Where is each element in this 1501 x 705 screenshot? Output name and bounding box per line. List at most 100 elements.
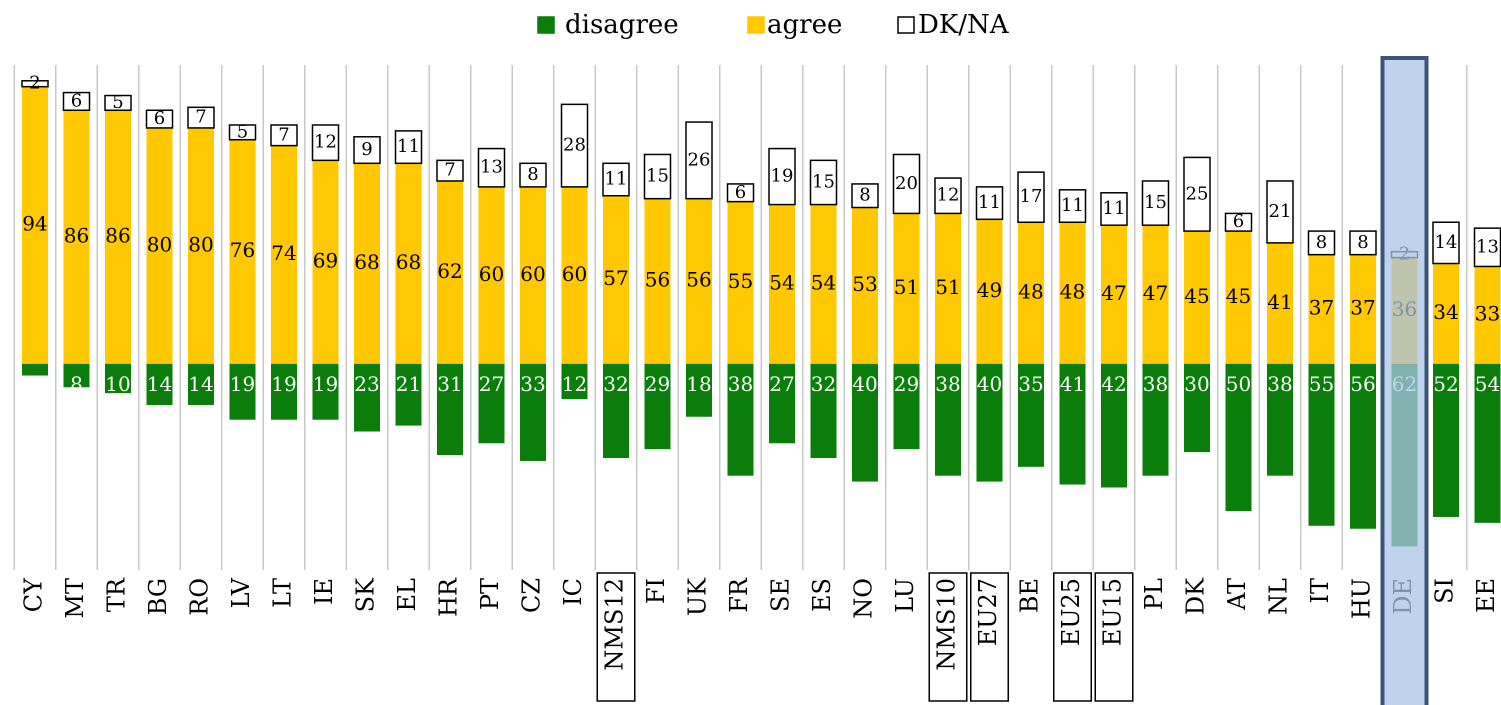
bar-segment	[1308, 254, 1335, 364]
value-label: 21	[396, 372, 421, 396]
value-label: 56	[686, 268, 711, 292]
value-label: 47	[1143, 281, 1168, 305]
bar-segment	[892, 153, 921, 215]
value-label: 7	[444, 160, 455, 181]
value-label: 50	[1226, 372, 1251, 396]
value-label: 42	[1101, 372, 1126, 396]
bar-segment	[62, 91, 91, 112]
bar-segment	[188, 363, 214, 405]
value-label: 8	[70, 372, 83, 396]
value-label: 37	[1309, 296, 1334, 320]
bar-segment	[22, 86, 48, 364]
value-label: 6	[1233, 211, 1244, 232]
value-label: 45	[1184, 284, 1209, 308]
bar-segment	[1018, 222, 1044, 364]
bar-segment	[726, 183, 755, 203]
x-tick-label: IC	[559, 578, 587, 606]
bar-segment	[602, 162, 630, 197]
x-tick-label: AT	[1223, 578, 1251, 611]
value-label: 76	[230, 238, 255, 262]
value-label: 54	[769, 271, 794, 295]
value-label: 32	[811, 372, 836, 396]
x-tick-label: LU	[891, 578, 919, 613]
x-tick-label: NMS10	[933, 578, 961, 671]
bar-segment	[1224, 212, 1253, 232]
bar-segment	[353, 136, 381, 165]
x-tick-label: PL	[1140, 578, 1168, 610]
bar-segment	[851, 183, 879, 209]
value-label: 86	[105, 223, 130, 247]
x-tick-label: HU	[1348, 578, 1376, 619]
bar-segment	[146, 363, 173, 405]
bar-segment	[852, 207, 878, 364]
value-label: 51	[894, 275, 919, 299]
value-label: 8	[1316, 232, 1327, 253]
bar-segment	[644, 198, 671, 364]
bar-segment	[1433, 363, 1459, 517]
bar-segment	[229, 363, 256, 420]
bar-segment	[893, 213, 920, 364]
bar-segment	[311, 124, 340, 162]
x-tick-label: SE	[767, 578, 795, 612]
legend-swatch	[537, 16, 555, 34]
bar-segment	[686, 198, 712, 364]
value-label: 11	[1103, 198, 1126, 219]
value-label: 13	[480, 157, 503, 178]
legend-swatch	[747, 16, 765, 34]
bar-segment	[1350, 363, 1376, 529]
value-label: 57	[603, 266, 628, 290]
value-label: 45	[1226, 284, 1251, 308]
bar-segment	[976, 219, 1003, 364]
value-label: 12	[562, 372, 587, 396]
bar-segment	[519, 162, 547, 188]
value-label: 28	[563, 135, 586, 156]
bar-segment	[1142, 225, 1169, 364]
x-tick-label: CY	[20, 577, 48, 612]
bar-segment	[1142, 363, 1169, 476]
bar-segment	[1017, 171, 1045, 223]
bar-segment	[437, 363, 463, 456]
legend-label: DK/NA	[918, 10, 1010, 40]
value-label: 4	[29, 372, 42, 396]
value-label: 19	[230, 372, 255, 396]
value-label: 26	[688, 149, 711, 170]
value-label: 9	[361, 139, 372, 160]
value-label: 6	[71, 90, 82, 111]
x-tick-label: NMS12	[601, 578, 629, 671]
value-label: 33	[1475, 302, 1500, 326]
x-tick-label: BG	[144, 578, 172, 615]
bar-segment	[1308, 363, 1335, 526]
bar-segment	[603, 195, 629, 364]
bar-segment	[935, 213, 961, 364]
x-tick-label: RO	[186, 578, 214, 616]
bar-segment	[187, 106, 215, 129]
bar-segment	[1267, 242, 1293, 364]
x-tick-label: EU25	[1057, 578, 1085, 646]
x-tick-label: IE	[310, 578, 338, 605]
value-label: 29	[645, 372, 670, 396]
value-label: 17	[1020, 186, 1043, 207]
bar-segment	[809, 159, 838, 206]
value-label: 5	[237, 121, 248, 142]
value-label: 2	[29, 73, 40, 94]
value-label: 11	[1061, 195, 1084, 216]
value-label: 37	[1350, 296, 1375, 320]
bar-segment	[1473, 227, 1501, 268]
bar-segment	[976, 363, 1003, 482]
bar-segment	[1349, 230, 1377, 256]
value-label: 30	[1184, 372, 1209, 396]
value-label: 7	[278, 124, 289, 145]
bar-segment	[893, 363, 920, 450]
bar-segment	[477, 147, 506, 188]
x-tick-label: EU15	[1099, 578, 1127, 646]
value-label: 23	[354, 372, 379, 396]
x-tick-label: EL	[393, 578, 421, 612]
bar-segment	[1018, 363, 1044, 467]
bar-segment	[1184, 363, 1210, 453]
value-label: 94	[22, 212, 47, 236]
value-label: 19	[271, 372, 296, 396]
bar-segment	[105, 110, 131, 364]
legend-label: agree	[767, 10, 842, 40]
bar-segment	[1101, 225, 1127, 364]
